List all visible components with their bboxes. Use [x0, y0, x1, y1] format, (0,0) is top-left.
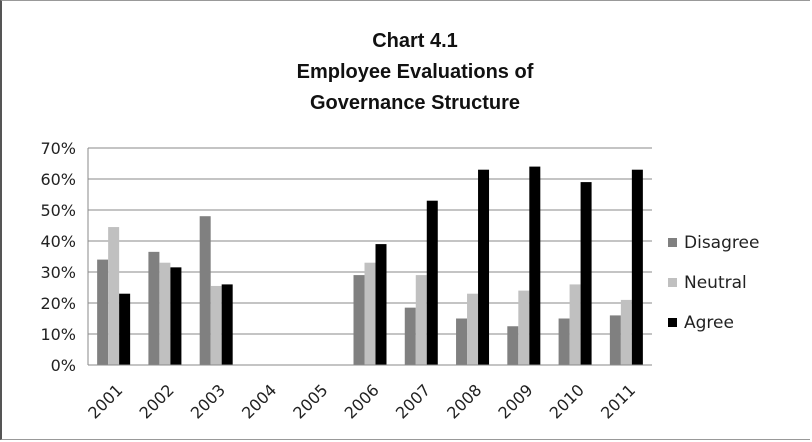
x-tick-label: 2007: [392, 380, 434, 422]
bar-neutral-2007: [415, 275, 427, 365]
bar-neutral-2010: [569, 284, 581, 365]
x-tick-label: 2001: [84, 380, 126, 422]
bars: [97, 166, 643, 365]
bar-agree-2006: [375, 244, 387, 365]
bar-agree-2008: [478, 169, 490, 365]
legend-label-neutral: Neutral: [684, 273, 747, 293]
x-tick-label: 2011: [597, 380, 639, 422]
x-axis: 2001 2002 2003 2004 2005 2006 2007 2008 2009 2010…: [84, 364, 652, 423]
bar-disagree-2009: [507, 326, 519, 365]
bar-neutral-2008: [467, 293, 479, 365]
legend-label-disagree: Disagree: [684, 233, 759, 253]
y-tick-label: 20%: [40, 294, 76, 313]
bar-disagree-2007: [404, 307, 416, 365]
x-tick-label: 2003: [187, 380, 229, 422]
y-tick-label: 40%: [40, 232, 76, 251]
legend-swatch-neutral: [668, 278, 677, 287]
chart-title-line-3: Governance Structure: [310, 92, 520, 114]
y-tick-label: 50%: [40, 201, 76, 220]
bar-disagree-2006: [353, 275, 365, 365]
x-tick-label: 2008: [443, 380, 485, 422]
chart-title-line-2: Employee Evaluations of: [297, 61, 534, 83]
bar-agree-2003: [221, 284, 233, 365]
y-axis: 0% 10% 20% 30% 40% 50% 60% 70%: [40, 139, 89, 375]
bar-disagree-2010: [558, 318, 570, 365]
bar-agree-2007: [426, 200, 438, 365]
chart-title-line-1: Chart 4.1: [372, 30, 458, 52]
bar-disagree-2002: [148, 251, 160, 365]
bar-neutral-2006: [364, 262, 376, 365]
y-tick-label: 70%: [40, 139, 76, 158]
y-tick-label: 30%: [40, 263, 76, 282]
x-tick-label: 2005: [289, 380, 331, 422]
legend-swatch-disagree: [668, 238, 677, 247]
x-tick-label: 2006: [341, 380, 383, 422]
bar-agree-2001: [119, 293, 131, 365]
bar-neutral-2011: [620, 299, 632, 365]
bar-neutral-2009: [518, 290, 530, 365]
bar-agree-2009: [529, 166, 541, 365]
legend-label-agree: Agree: [684, 313, 734, 333]
y-tick-label: 60%: [40, 170, 76, 189]
bar-disagree-2001: [97, 259, 109, 365]
bar-disagree-2011: [609, 315, 621, 365]
legend-swatch-agree: [668, 318, 677, 327]
x-tick-label: 2002: [136, 380, 178, 422]
y-tick-label: 10%: [40, 325, 76, 344]
bar-agree-2002: [170, 267, 182, 365]
bar-agree-2010: [580, 182, 592, 365]
x-tick-label: 2004: [238, 380, 280, 422]
bar-neutral-2002: [159, 262, 171, 365]
bar-neutral-2001: [108, 227, 120, 365]
bar-disagree-2003: [199, 216, 211, 365]
bar-disagree-2008: [456, 318, 468, 365]
x-tick-label: 2010: [546, 380, 588, 422]
legend: Disagree Neutral Agree: [668, 233, 759, 333]
y-tick-label: 0%: [51, 356, 76, 375]
bar-agree-2011: [631, 169, 643, 365]
bar-neutral-2003: [210, 285, 222, 365]
chart-title: Chart 4.1 Employee Evaluations of Govern…: [297, 30, 534, 114]
x-tick-label: 2009: [494, 380, 536, 422]
